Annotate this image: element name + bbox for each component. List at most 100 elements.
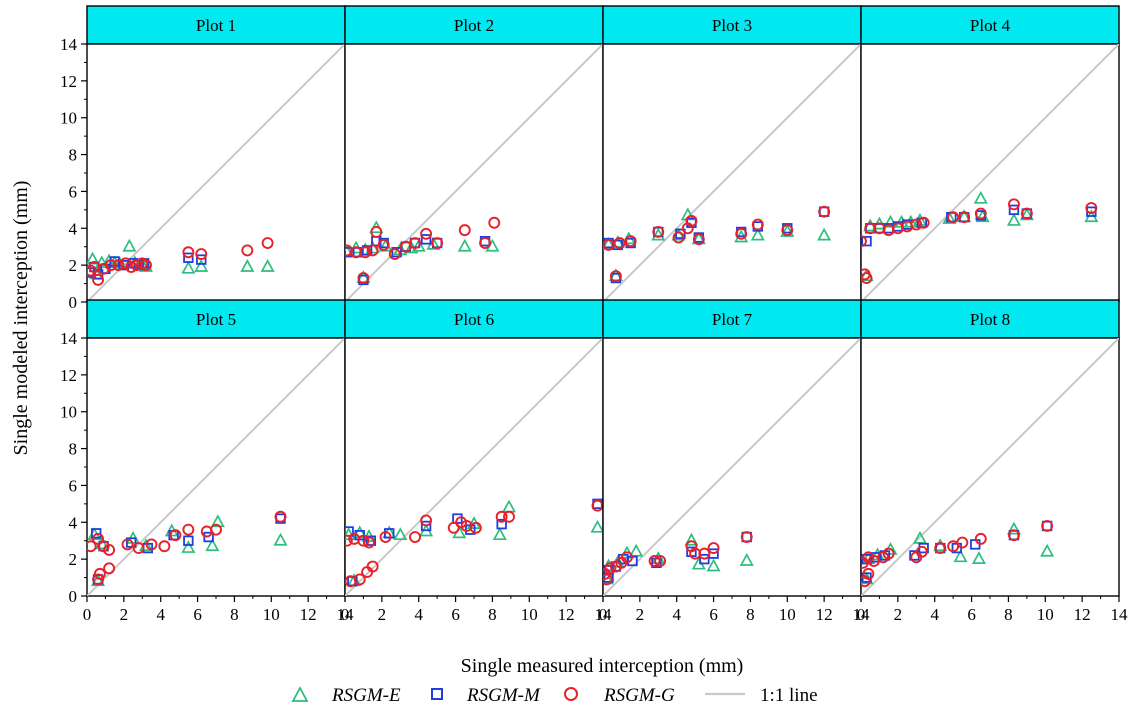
x-tick-label: 6 [967, 605, 976, 624]
point-rsgm-m [196, 254, 207, 265]
point-rsgm-e [971, 551, 986, 564]
point-rsgm-g [603, 573, 613, 586]
point-rsgm-g [420, 514, 433, 527]
point-rsgm-g [692, 233, 705, 246]
point-rsgm-g [103, 543, 116, 556]
point-rsgm-e [122, 238, 137, 252]
x-tick-label: 6 [709, 605, 718, 624]
y-tick-label: 8 [69, 440, 78, 459]
point-rsgm-e [953, 549, 968, 563]
x-tick-label: 4 [156, 605, 165, 624]
point-rsgm-g [488, 216, 501, 229]
point-rsgm-e [684, 532, 699, 546]
panel-4: Plot 4 [860, 5, 1120, 303]
point-rsgm-g [409, 531, 421, 543]
panel-2: Plot 2 [344, 5, 604, 303]
point-rsgm-e [492, 527, 507, 541]
y-tick-label: 6 [69, 182, 78, 201]
legend-label: RSGM-M [466, 685, 541, 706]
y-tick-label: 12 [60, 366, 77, 385]
point-rsgm-g [915, 545, 928, 558]
x-tick-label: 0 [341, 605, 350, 624]
point-rsgm-g [947, 211, 960, 224]
point-rsgm-g [621, 551, 633, 564]
point-rsgm-e [365, 240, 380, 254]
point-rsgm-g [431, 237, 444, 249]
point-rsgm-m [203, 531, 214, 543]
y-tick-label: 12 [60, 72, 77, 91]
x-axis-title: Single measured interception (mm) [461, 655, 744, 677]
panel-title: Plot 7 [712, 310, 753, 329]
panel-strip [860, 5, 1120, 45]
one-to-one-line [861, 44, 1119, 302]
point-rsgm-m [420, 520, 432, 532]
x-tick-label: 2 [894, 605, 903, 624]
x-tick-label: 0 [857, 605, 866, 624]
point-rsgm-e [817, 227, 832, 241]
legend-marker-triangle [291, 686, 309, 702]
point-rsgm-g [1020, 207, 1033, 220]
panel-marks [861, 44, 1119, 302]
panel-marks [87, 338, 345, 596]
point-rsgm-e [393, 527, 408, 541]
point-rsgm-e [973, 190, 988, 204]
point-rsgm-g [652, 226, 665, 238]
panel-6: Plot 6 [344, 299, 604, 597]
point-rsgm-e [411, 238, 426, 252]
point-rsgm-g [87, 540, 97, 553]
point-rsgm-g [685, 214, 698, 227]
point-rsgm-m [391, 247, 402, 258]
x-tick-label: 12 [1074, 605, 1091, 624]
point-rsgm-g [648, 555, 661, 567]
point-rsgm-e [739, 553, 754, 566]
x-tick-label: 14 [337, 605, 355, 624]
panel-marks [861, 338, 1119, 596]
point-rsgm-e [691, 231, 706, 245]
point-rsgm-g [169, 529, 182, 542]
x-tick-label: 0 [599, 605, 608, 624]
point-rsgm-m [861, 235, 872, 247]
point-rsgm-m [361, 245, 373, 256]
point-rsgm-g [917, 216, 930, 229]
panel-strip [86, 299, 346, 339]
point-rsgm-g [409, 237, 421, 249]
point-rsgm-g [735, 227, 748, 240]
point-rsgm-g [447, 521, 460, 534]
panel-8: Plot 8 [860, 299, 1120, 597]
legend-item-1-1-line: 1:1 line [705, 685, 818, 706]
point-rsgm-g [624, 235, 637, 248]
x-tick-label: 10 [521, 605, 538, 624]
x-tick-label: 8 [1004, 605, 1013, 624]
point-rsgm-m [1008, 204, 1020, 216]
y-tick-label: 14 [60, 35, 78, 54]
x-tick-label: 10 [263, 605, 280, 624]
legend-marker-square [431, 688, 443, 700]
point-rsgm-g [379, 531, 392, 543]
point-rsgm-g [956, 536, 969, 549]
point-rsgm-g [363, 536, 375, 549]
point-rsgm-e [933, 538, 948, 552]
panel-title: Plot 5 [196, 310, 236, 329]
point-rsgm-g [503, 510, 515, 523]
point-rsgm-g [1041, 520, 1054, 532]
point-rsgm-g [654, 555, 667, 567]
point-rsgm-g [882, 547, 895, 560]
point-rsgm-m [183, 252, 194, 263]
y-tick-label: 0 [69, 293, 78, 312]
point-rsgm-e [194, 259, 209, 272]
point-rsgm-g [613, 237, 626, 249]
point-rsgm-e [651, 227, 666, 241]
point-rsgm-g [112, 259, 125, 272]
point-rsgm-e [912, 530, 928, 544]
point-rsgm-g [105, 259, 117, 272]
point-rsgm-g [479, 237, 492, 249]
point-rsgm-g [781, 224, 794, 237]
legend-item-rsgm-g: RSGM-G [564, 685, 675, 706]
panel-7: Plot 7 [602, 299, 862, 597]
x-tick-label: 4 [414, 605, 423, 624]
point-rsgm-g [359, 246, 372, 259]
point-rsgm-g [370, 226, 383, 238]
panel-strip [86, 5, 346, 45]
panel-3: Plot 3 [602, 5, 862, 303]
